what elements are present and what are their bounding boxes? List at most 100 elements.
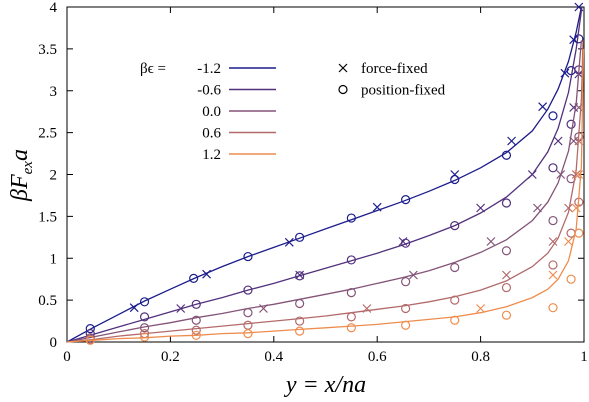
series-line (66, 48, 585, 343)
y-axis-label: βFexa (7, 149, 36, 202)
series-0.6 (66, 40, 584, 345)
force-fixed-point (574, 170, 584, 179)
y-tick-label: 3 (50, 84, 58, 100)
position-fixed-point (139, 312, 150, 322)
legend-label: 0.6 (202, 126, 221, 142)
position-fixed-point (401, 320, 411, 330)
position-fixed-point (566, 66, 576, 76)
x-tick-label: 0.2 (161, 349, 180, 365)
position-fixed-point (243, 285, 253, 295)
x-tick-label: 0 (63, 349, 71, 365)
force-fixed-point (259, 304, 268, 313)
legend-title-prefix: βϵ = (140, 61, 166, 77)
position-fixed-point (401, 303, 411, 314)
force-fixed-point (284, 237, 294, 247)
x-tick-label: 0.4 (264, 349, 283, 365)
y-tick-label: 2 (50, 168, 58, 184)
position-fixed-point (566, 119, 576, 129)
force-fixed-point (408, 270, 418, 280)
position-fixed-point (566, 274, 576, 284)
axis-ticks: 0 0.2 0.4 0.6 0.8 1 0 0.5 1 1.5 2 2.5 3 3.5 4 (38, 0, 588, 365)
y-tick-label: 2.5 (38, 126, 57, 142)
y-tick-label: 3.5 (38, 42, 57, 58)
force-fixed-point (476, 304, 486, 313)
x-tick-label: 0.6 (368, 349, 387, 365)
force-fixed-point (564, 203, 573, 213)
position-fixed-point (501, 198, 512, 208)
series-line (66, 40, 584, 343)
force-fixed-point (533, 203, 542, 213)
position-fixed-point (189, 273, 199, 283)
legend: βϵ = -1.2 -0.6 0.0 0.6 1.2 (140, 61, 276, 163)
position-fixed-point (401, 277, 411, 287)
position-fixed-point (191, 325, 201, 335)
force-fixed-point (450, 170, 460, 179)
position-fixed-point (295, 326, 305, 336)
series-layer (66, 2, 585, 345)
legend-label: -1.2 (197, 61, 221, 77)
y-tick-label: 0.5 (38, 293, 57, 309)
legend-label: 0.0 (202, 104, 221, 120)
position-fixed-point (574, 228, 584, 238)
y-tick-label: 0 (50, 335, 58, 351)
marker-legend-label: position-fixed (361, 83, 446, 99)
x-tick-label: 0.8 (471, 349, 490, 365)
position-fixed-point (139, 332, 150, 342)
position-fixed-point (450, 295, 460, 305)
force-fixed-point (571, 170, 581, 179)
position-fixed-point (548, 260, 558, 270)
position-fixed-point (338, 84, 348, 95)
series-line (66, 6, 583, 343)
position-fixed-point (295, 271, 305, 281)
position-fixed-point (243, 320, 253, 330)
marker-legend: force-fixed position-fixed (338, 61, 446, 99)
marker-legend-label: force-fixed (361, 61, 428, 77)
force-fixed-point (502, 270, 511, 280)
series-0.0 (66, 40, 584, 343)
legend-label: 1.2 (202, 147, 221, 163)
position-fixed-point (548, 303, 558, 313)
position-fixed-point (548, 215, 558, 226)
position-fixed-point (501, 310, 512, 320)
position-fixed-point (501, 246, 512, 256)
force-fixed-point (571, 203, 581, 213)
y-tick-label: 1.5 (38, 209, 57, 225)
series-line (66, 6, 583, 343)
force-fixed-point (176, 304, 186, 313)
force-fixed-point (476, 203, 486, 213)
position-fixed-point (346, 213, 356, 223)
force-fixed-point (538, 102, 548, 112)
position-fixed-point (346, 287, 356, 298)
force-fixed-point (553, 136, 563, 146)
position-fixed-point (450, 220, 460, 231)
force-fixed-point (338, 63, 348, 73)
position-fixed-point (574, 34, 584, 44)
force-fixed-point (556, 170, 566, 179)
position-fixed-point (450, 174, 460, 185)
position-fixed-point (191, 299, 201, 309)
position-fixed-point (243, 329, 253, 339)
series-line (66, 40, 583, 343)
position-fixed-point (501, 150, 512, 160)
force-fixed-point (564, 237, 573, 246)
y-tick-label: 1 (50, 251, 58, 267)
position-fixed-point (401, 238, 411, 248)
force-fixed-point (362, 304, 372, 313)
series--1.2 (66, 2, 584, 343)
position-fixed-point (191, 315, 201, 325)
position-fixed-point (191, 330, 201, 340)
position-fixed-point (85, 335, 95, 345)
position-fixed-point (139, 297, 150, 307)
force-fixed-point (129, 303, 139, 313)
position-fixed-point (139, 323, 150, 333)
position-fixed-point (295, 316, 305, 326)
y-tick-label: 4 (50, 0, 58, 16)
position-fixed-point (346, 255, 356, 265)
position-fixed-point (548, 163, 558, 173)
position-fixed-point (501, 282, 512, 293)
position-fixed-point (243, 308, 253, 318)
position-fixed-point (85, 324, 95, 334)
force-fixed-point (548, 237, 558, 246)
position-fixed-point (401, 195, 411, 205)
